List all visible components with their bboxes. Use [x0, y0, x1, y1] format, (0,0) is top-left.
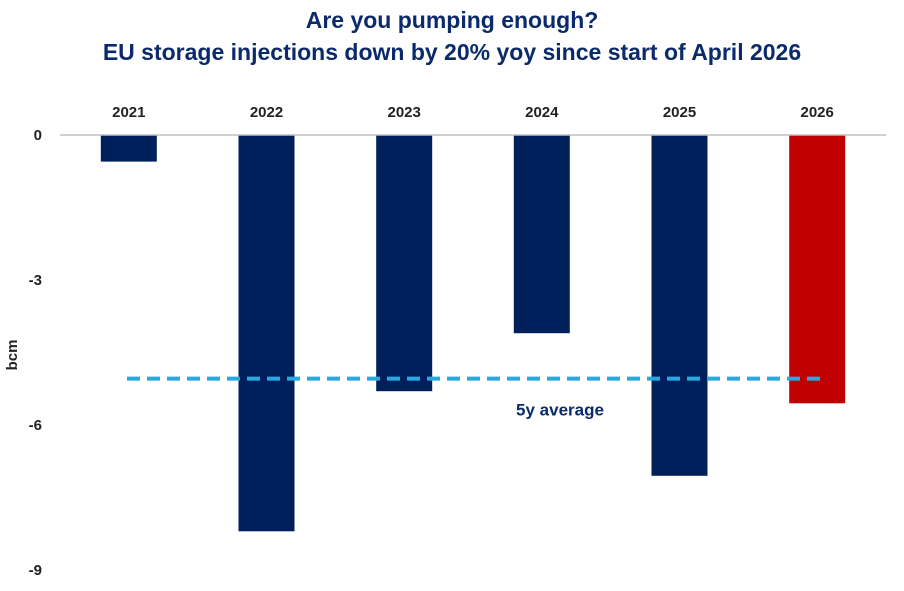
bar-2023	[376, 135, 433, 392]
y-tick-label: 0	[34, 127, 42, 144]
chart-title-block: Are you pumping enough? EU storage injec…	[0, 4, 904, 68]
chart-subtitle: EU storage injections down by 20% yoy si…	[102, 39, 802, 65]
bar-2024	[513, 135, 570, 334]
bar-2022	[238, 135, 295, 532]
five-year-average-label: 5y average	[516, 401, 604, 420]
bar-2021	[100, 135, 157, 162]
chart-title: Are you pumping enough?	[305, 7, 599, 33]
x-tick-label: 2021	[112, 104, 145, 121]
y-axis-label: bcm	[4, 340, 21, 371]
x-tick-label: 2023	[388, 104, 421, 121]
y-tick-label: -3	[29, 272, 42, 289]
y-tick-label: -9	[29, 562, 42, 579]
bars-layer	[100, 135, 846, 532]
y-tick-labels: 0 -3 -6 -9	[29, 127, 42, 579]
x-tick-labels: 2021 2022 2023 2024 2025 2026	[112, 104, 834, 121]
x-tick-label: 2024	[525, 104, 559, 121]
y-tick-label: -6	[29, 417, 42, 434]
x-tick-label: 2025	[663, 104, 696, 121]
bar-2025	[651, 135, 708, 476]
x-tick-label: 2022	[250, 104, 283, 121]
bar-2026	[789, 135, 846, 404]
x-tick-label: 2026	[801, 104, 834, 121]
